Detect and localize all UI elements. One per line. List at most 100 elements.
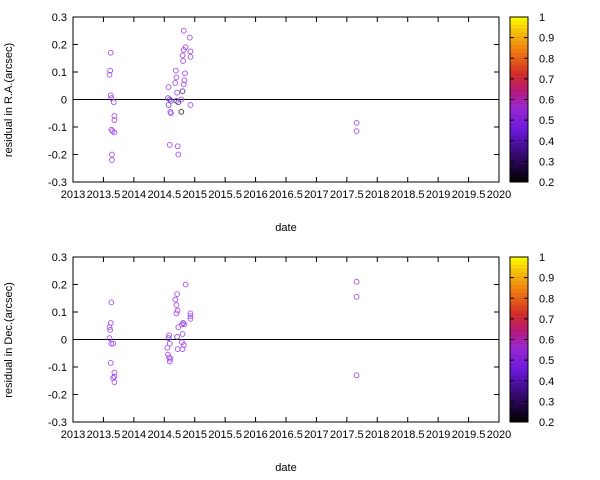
data-point xyxy=(173,74,180,81)
data-point xyxy=(110,340,117,347)
data-point xyxy=(175,151,182,158)
data-point xyxy=(179,346,186,352)
data-point xyxy=(168,110,174,117)
x-tick-label: 2017.5 xyxy=(330,189,364,201)
y-tick-label: 0.1 xyxy=(52,307,67,319)
x-tick-label: 2018 xyxy=(365,429,389,441)
y-axis-label: residual in R.A.(arcsec) xyxy=(3,43,15,157)
data-point xyxy=(174,346,181,352)
data-point xyxy=(178,109,185,115)
x-tick-label: 2019.5 xyxy=(452,189,486,201)
x-tick-label: 2013.5 xyxy=(87,429,121,441)
y-tick-label: 0.1 xyxy=(52,67,67,79)
tick-layer: 2013 2013.5 2014 2014.5 2015 2015.5 2016 2016.5… xyxy=(48,12,511,201)
data-point xyxy=(175,324,182,330)
x-tick-label: 2015.5 xyxy=(208,189,242,201)
data-point xyxy=(166,332,173,339)
colorbar-tick-label: 0.7 xyxy=(539,74,554,86)
colorbar-tick-label: 0.3 xyxy=(539,156,554,168)
data-point xyxy=(180,81,187,88)
data-point xyxy=(108,299,115,306)
y-tick-label: -0.3 xyxy=(48,417,67,429)
data-point xyxy=(187,102,194,108)
data-point xyxy=(107,49,114,56)
data-point xyxy=(353,278,360,285)
data-point xyxy=(187,313,194,319)
x-tick-label: 2016.5 xyxy=(269,189,303,201)
x-tick-label: 2018.5 xyxy=(391,189,425,201)
data-point xyxy=(187,316,194,322)
y-tick-label: -0.2 xyxy=(48,150,67,162)
x-tick-label: 2014 xyxy=(122,429,146,441)
data-point xyxy=(178,96,185,103)
y-tick-label: 0.3 xyxy=(52,12,67,24)
data-point xyxy=(166,340,173,347)
data-point xyxy=(109,157,115,163)
data-point xyxy=(164,344,171,351)
x-tick-label: 2013.5 xyxy=(87,189,121,201)
x-tick-label: 2014.5 xyxy=(147,189,181,201)
x-tick-label: 2017.5 xyxy=(330,429,364,441)
x-tick-label: 2013 xyxy=(61,189,85,201)
data-point xyxy=(173,310,180,317)
colorbar-tick-label: 0.9 xyxy=(539,33,554,45)
x-tick-label: 2015 xyxy=(182,429,206,441)
x-tick-label: 2016 xyxy=(243,429,267,441)
colorbar-tick-label: 0.6 xyxy=(539,335,554,347)
data-point xyxy=(174,307,181,314)
ra-residual-chart: residual in R.A.(arcsec) date 2013 2013.5… xyxy=(3,12,554,234)
y-axis-label: residual in Dec.(arcsec) xyxy=(3,282,15,398)
data-point xyxy=(111,373,118,380)
data-point xyxy=(109,151,115,158)
data-point xyxy=(108,95,115,101)
data-point xyxy=(172,296,179,303)
x-tick-label: 2013 xyxy=(61,429,85,441)
data-point xyxy=(165,102,172,108)
data-point xyxy=(110,99,117,106)
y-tick-label: -0.3 xyxy=(48,177,67,189)
x-tick-label: 2018 xyxy=(365,189,389,201)
data-point xyxy=(106,324,113,330)
data-point xyxy=(166,142,173,148)
colorbar-tick-label: 1 xyxy=(539,12,545,24)
data-point xyxy=(187,54,194,60)
x-tick-label: 2014 xyxy=(122,189,146,201)
data-point xyxy=(186,34,193,41)
data-point xyxy=(187,310,194,317)
data-point xyxy=(111,369,118,376)
data-point xyxy=(172,80,179,86)
x-tick-label: 2020 xyxy=(487,189,511,201)
x-tick-label: 2019 xyxy=(426,189,450,201)
y-tick-label: 0.3 xyxy=(52,252,67,264)
data-point xyxy=(167,355,174,362)
colorbar-ticks: 0.2 0.3 0.4 0.5 0.6 0.7 0.8 0.9 1 xyxy=(510,252,554,429)
colorbar-tick-label: 0.4 xyxy=(539,376,554,388)
x-tick-label: 2018.5 xyxy=(391,429,425,441)
data-point xyxy=(174,89,180,96)
data-point xyxy=(107,327,113,333)
data-point xyxy=(353,372,360,379)
colorbar-tick-label: 0.7 xyxy=(539,314,554,326)
data-point xyxy=(111,113,118,119)
data-point xyxy=(165,84,172,90)
x-tick-label: 2020 xyxy=(487,429,511,441)
data-point xyxy=(107,67,113,74)
colorbar-tick-label: 0.9 xyxy=(539,273,554,285)
y-tick-label: 0.2 xyxy=(52,40,67,52)
data-point xyxy=(180,58,187,64)
data-point xyxy=(111,117,118,123)
points-layer xyxy=(106,27,360,163)
data-point xyxy=(179,321,185,328)
data-point xyxy=(107,92,114,99)
data-point xyxy=(172,67,179,74)
data-point xyxy=(179,331,186,337)
colorbar-tick-label: 0.2 xyxy=(539,417,554,429)
x-tick-label: 2017 xyxy=(304,429,328,441)
x-tick-label: 2017 xyxy=(304,189,328,201)
colorbar-tick-label: 0.4 xyxy=(539,136,554,148)
data-point xyxy=(166,358,173,365)
data-point xyxy=(180,47,187,53)
x-tick-label: 2019.5 xyxy=(452,429,486,441)
x-tick-label: 2015.5 xyxy=(208,429,242,441)
